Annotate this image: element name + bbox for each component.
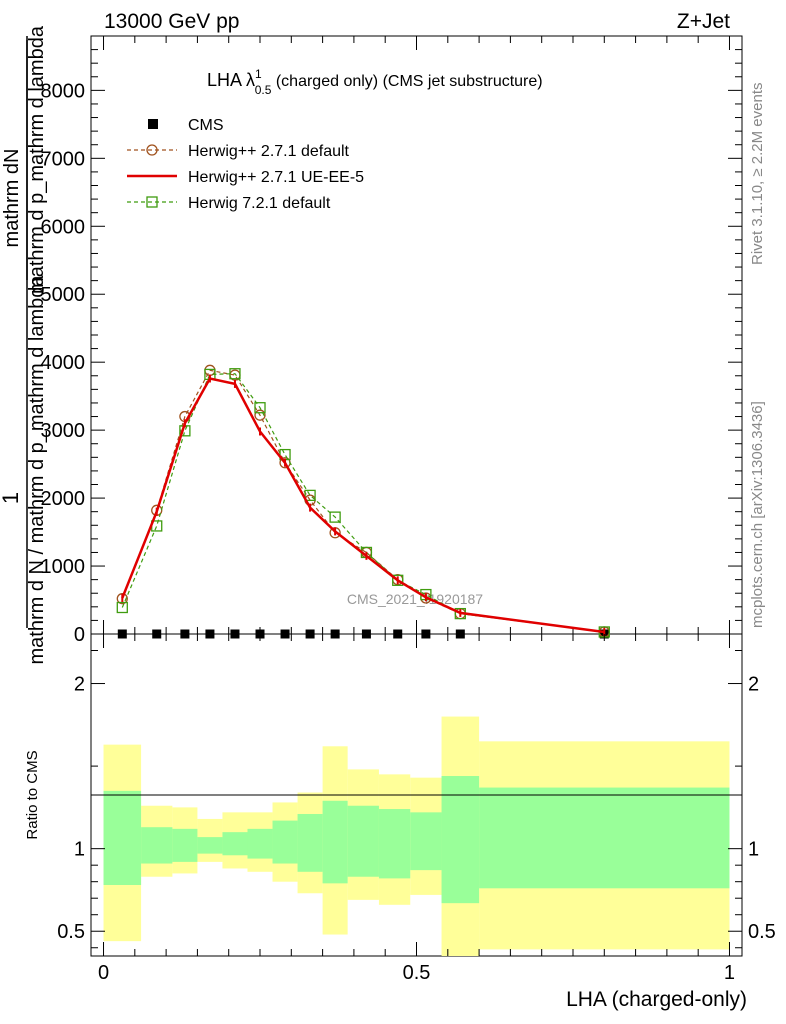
main-ytick-label: 6000 [41, 216, 86, 238]
main-series-layer [116, 364, 610, 639]
ratio-bands-layer [103, 716, 730, 956]
cms-data-point [421, 629, 431, 639]
cms-data-point [180, 629, 190, 639]
legend-label-herwigpp-default: Herwig++ 2.7.1 default [188, 143, 350, 160]
main-ylabel-ratio-num: mathrm d p_mathrm d lambda [26, 25, 48, 294]
point-herwigpp-default [116, 593, 128, 605]
ratio-band-green [410, 812, 442, 871]
main-ytick-label: 7000 [41, 148, 86, 170]
main-ylabel-one: 1 [0, 492, 23, 504]
chart-title: LHA λ1 0.5 (charged only) (CMS jet substr… [207, 67, 543, 97]
legend-label-herwigpp-ueee5: Herwig++ 2.7.1 UE-EE-5 [188, 169, 364, 186]
cms-data-point [152, 629, 162, 639]
main-ytick-label: 8000 [41, 80, 86, 102]
x-axis-label: LHA (charged-only) [566, 988, 747, 1011]
header-process: Z+Jet [677, 10, 730, 33]
chart-title-sup: 1 [255, 67, 262, 81]
ratio-band-green [297, 813, 323, 872]
series-line-herwigpp-default [121, 369, 605, 633]
cms-data-point [230, 629, 240, 639]
legend-marker-herwigpp-default [146, 144, 158, 156]
main-ytick-label: 4000 [41, 352, 86, 374]
ratio-band-green [141, 827, 173, 864]
x-tick-label: 0.5 [403, 962, 431, 984]
ratio-ytick-label-right: 0.5 [748, 921, 776, 943]
ratio-ytick-label-right: 2 [748, 674, 759, 696]
main-ytick-label: 3000 [41, 420, 86, 442]
ratio-band-green [347, 805, 379, 877]
mcplots-label: mcplots.cern.ch [arXiv:1306.3436] [749, 401, 766, 628]
chart-title-sub: 0.5 [255, 83, 272, 97]
legend-label-cms: CMS [188, 117, 224, 134]
series-line-herwig7-default [121, 373, 605, 633]
cms-data-point [455, 629, 465, 639]
ratio-ylabel: Ratio to CMS [24, 750, 41, 839]
main-ytick-label: 5000 [41, 284, 86, 306]
cms-data-point [393, 629, 403, 639]
ratio-band-green [197, 837, 223, 854]
main-ytick-label: 2000 [41, 488, 86, 510]
point-herwigpp-default [254, 409, 266, 421]
point-herwig7-default [116, 601, 128, 614]
header-energy: 13000 GeV pp [104, 10, 239, 33]
ratio-band-green [222, 832, 248, 856]
point-herwig7-default [229, 368, 241, 380]
ratio-ytick-label-left: 1 [74, 839, 85, 861]
ratio-band-green [378, 809, 411, 879]
x-tick-label: 0 [98, 962, 109, 984]
ratio-axis-ticks: 0.5 0.5 1 1 2 2 0 0.5 1 [57, 634, 776, 984]
main-ytick-label: 0 [74, 624, 85, 646]
ratio-band-green [441, 776, 480, 904]
point-herwig7-default [304, 489, 316, 502]
ratio-band-green [103, 790, 142, 885]
point-herwig7-default [392, 574, 404, 586]
ratio-band-green [322, 800, 348, 884]
main-ylabel: 1 mathrm dN mathrm d N / mathrm d p_math… [0, 25, 48, 664]
main-ylabel-num: mathrm dN [1, 149, 23, 248]
ratio-band-green [479, 787, 730, 889]
cms-data-point [305, 629, 315, 639]
cms-data-point [205, 629, 215, 639]
cms-data-point [330, 629, 340, 639]
ratio-band-green [247, 828, 273, 859]
analysis-label: CMS_2021_I1920187 [347, 591, 483, 607]
main-ylabel-den: mathrm d N / mathrm d p_mathrm d lambda [26, 275, 48, 665]
main-ytick-label: 1000 [41, 556, 86, 578]
cms-data-point [361, 629, 371, 639]
ratio-band-green [272, 820, 298, 864]
legend-marker-herwig7-default [146, 196, 158, 208]
legend-marker-cms [148, 119, 158, 129]
rivet-label: Rivet 3.1.10, ≥ 2.2M events [749, 83, 766, 266]
ratio-ytick-label-left: 2 [74, 674, 85, 696]
ratio-ytick-label-right: 1 [748, 839, 759, 861]
cms-data-point [280, 629, 290, 639]
point-herwig7-default [329, 511, 341, 523]
point-herwig7-default [254, 402, 266, 414]
chart-title-main: LHA λ [207, 70, 255, 90]
series-line-herwigpp-ueee5 [121, 377, 605, 634]
x-tick-label: 1 [724, 962, 735, 984]
chart-title-rest: (charged only) (CMS jet substructure) [271, 73, 542, 90]
cms-data-point [117, 629, 127, 639]
ratio-band-green [172, 828, 198, 862]
legend-label-herwig7-default: Herwig 7.2.1 default [188, 195, 331, 212]
main-axis-ticks: 0 1000 2000 3000 4000 5000 6000 7000 8000 [41, 36, 742, 646]
ratio-ytick-label-left: 0.5 [57, 921, 85, 943]
legend: CMS Herwig++ 2.7.1 default Herwig++ 2.7.… [127, 117, 364, 212]
